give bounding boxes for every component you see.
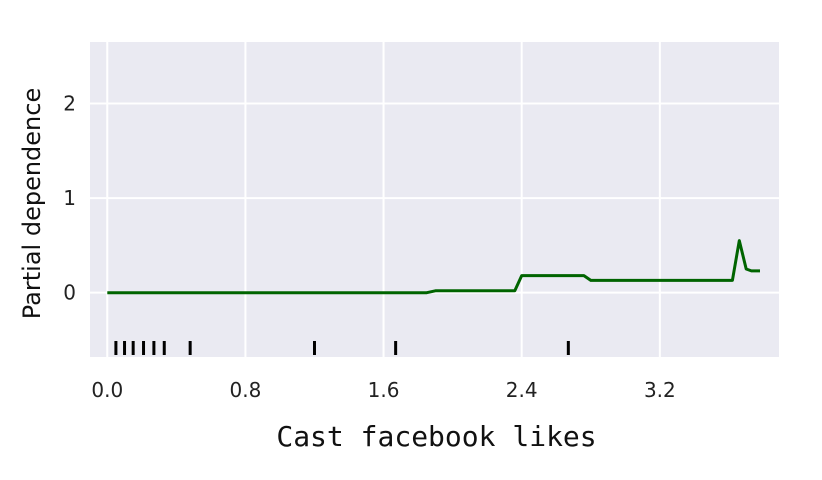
- series-line: [107, 239, 760, 295]
- y-tick-labels: 0 1 2: [63, 91, 76, 304]
- x-tick-label: 0.8: [230, 378, 262, 402]
- rug-marks: [114, 341, 570, 355]
- plot-area: [90, 42, 779, 357]
- series-layer: [107, 239, 760, 295]
- x-tick-label: 2.4: [506, 378, 538, 402]
- x-tick-labels: 0.0 0.8 1.6 2.4 3.2: [91, 378, 675, 402]
- y-tick-label: 2: [63, 91, 76, 115]
- y-tick-label: 1: [63, 186, 76, 210]
- y-tick-label: 0: [63, 281, 76, 305]
- y-axis-label: Partial dependence: [18, 88, 46, 319]
- x-tick-label: 1.6: [368, 378, 400, 402]
- x-axis-label: Cast facebook likes: [276, 420, 596, 453]
- x-tick-label: 3.2: [644, 378, 676, 402]
- x-tick-label: 0.0: [91, 378, 123, 402]
- x-gridlines: [106, 42, 661, 357]
